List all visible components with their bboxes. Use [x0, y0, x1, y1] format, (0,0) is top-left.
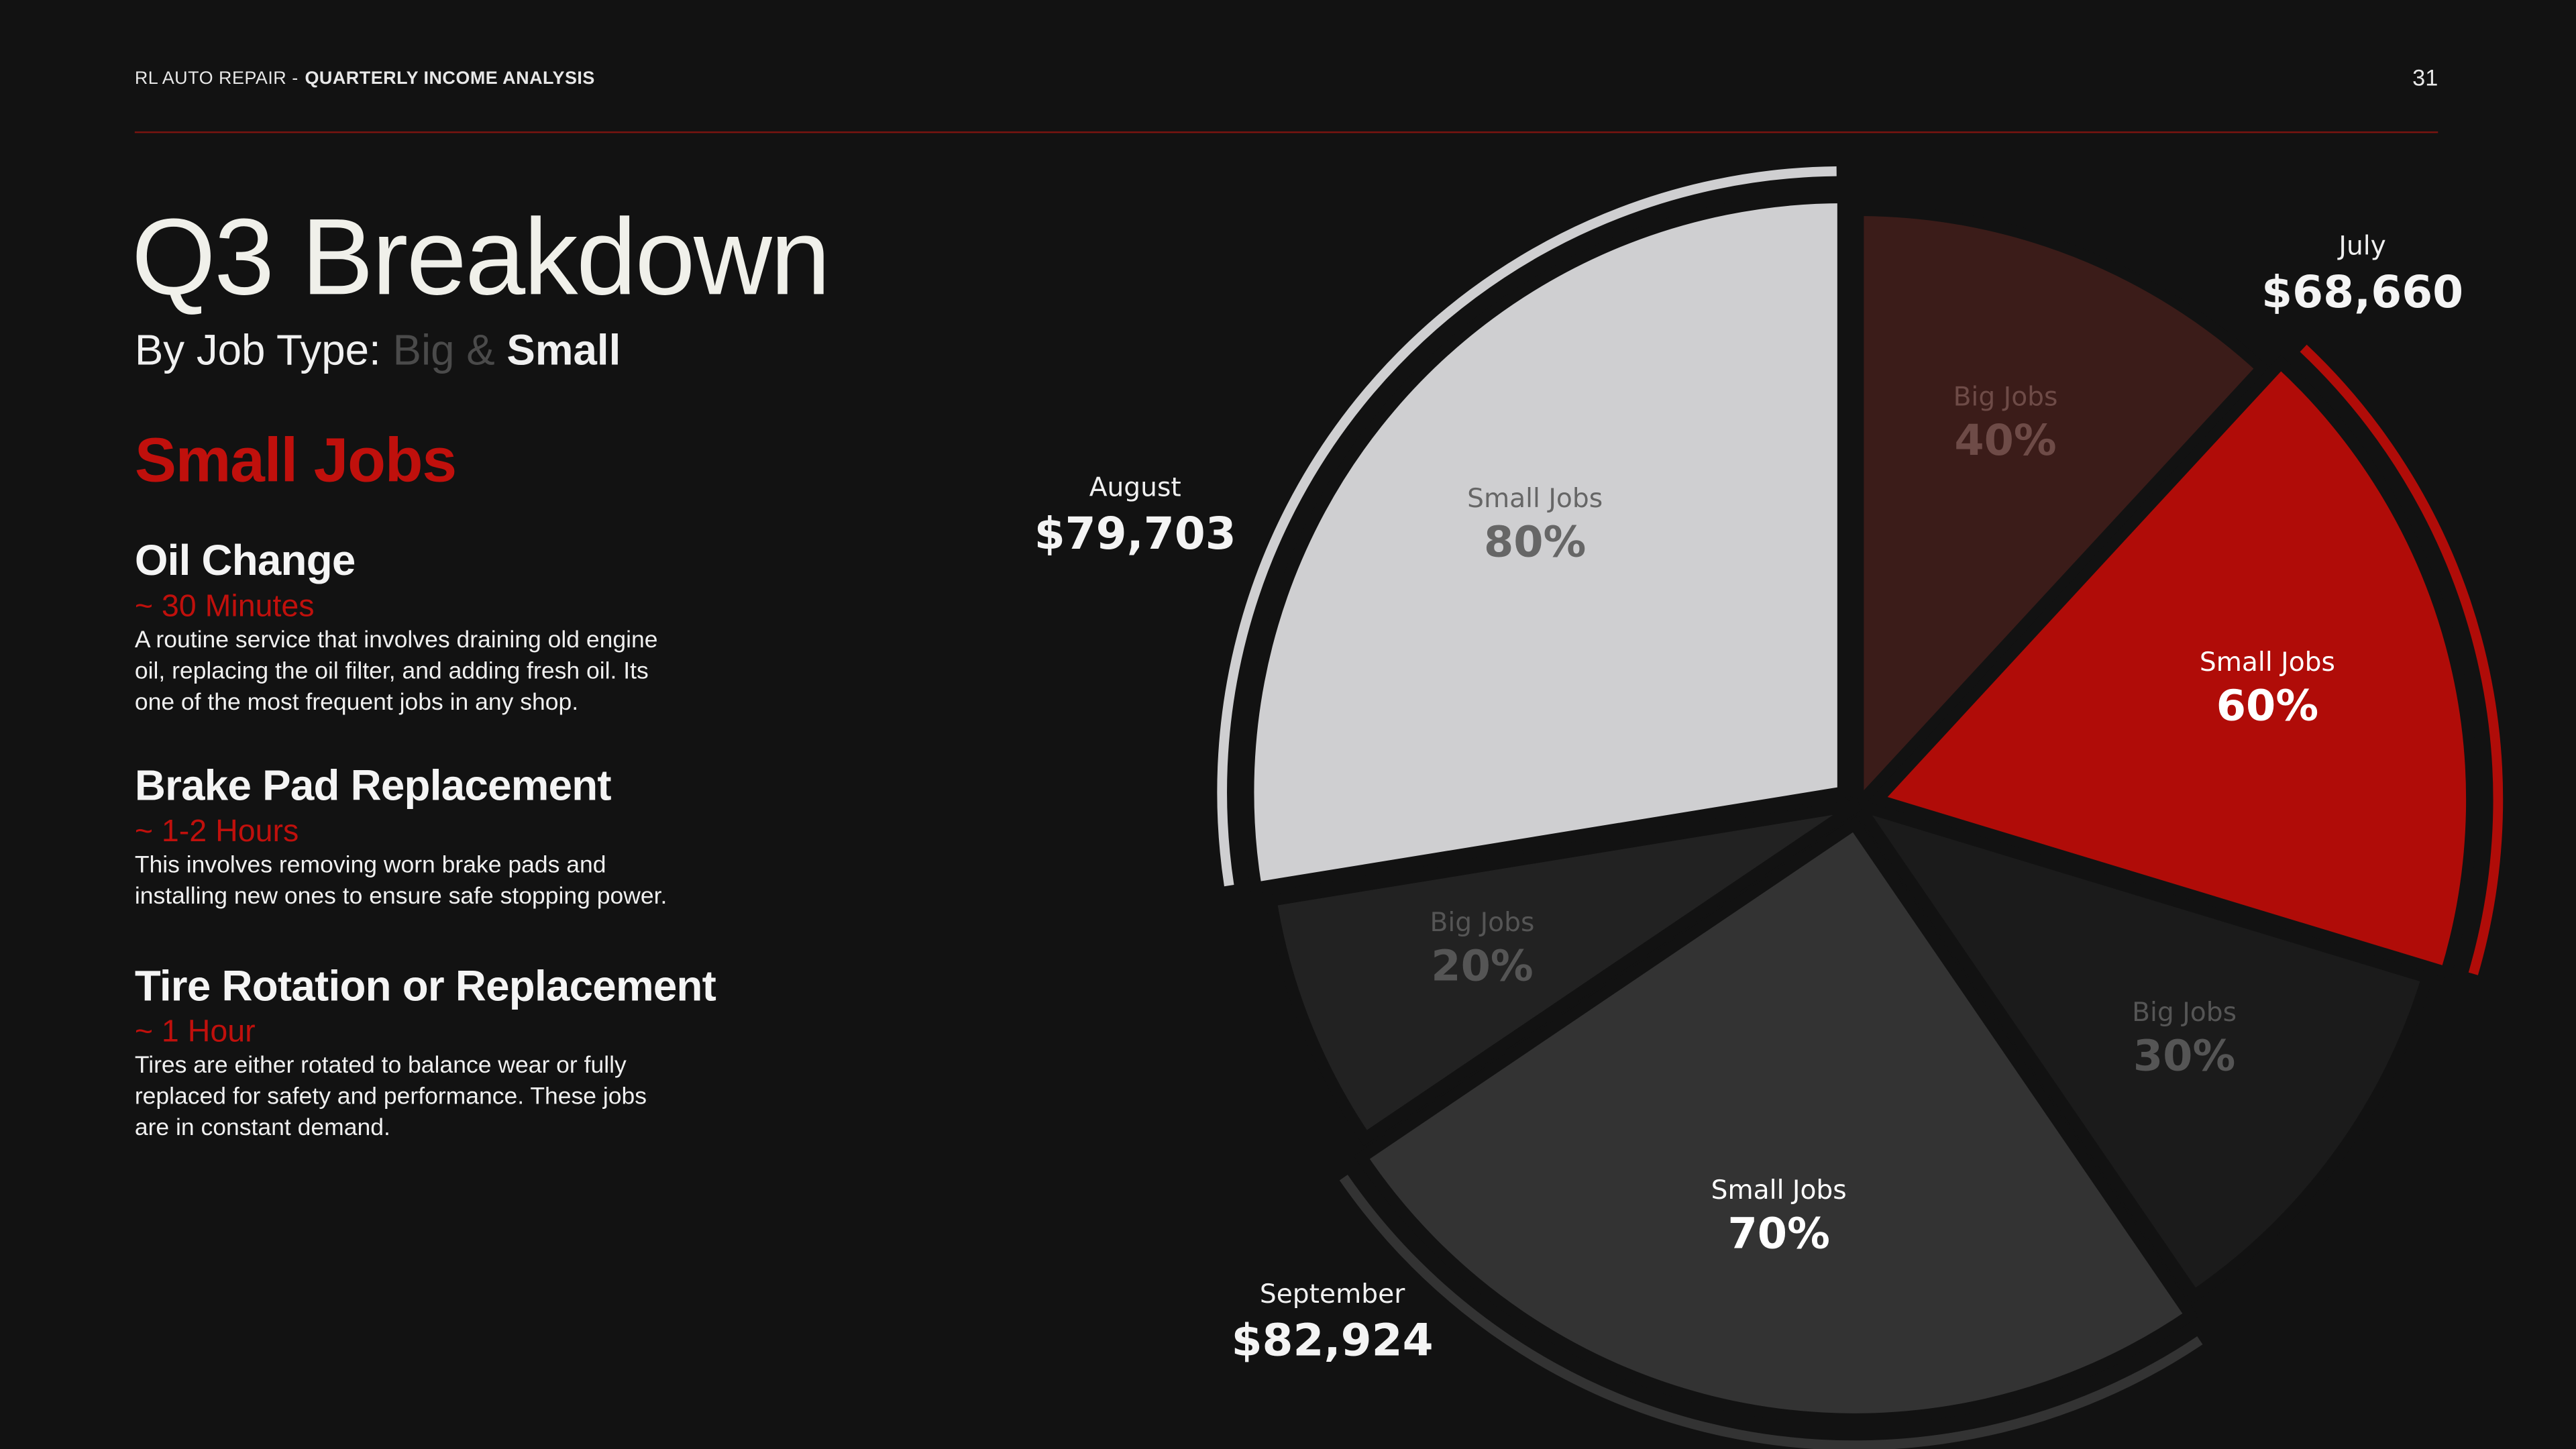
slice-ring	[2300, 344, 2504, 975]
job-name: Brake Pad Replacement	[134, 760, 612, 810]
slice-series-label: Big Jobs	[2132, 998, 2237, 1028]
slice-value-label: 60%	[2216, 682, 2318, 731]
job-name: Oil Change	[134, 535, 356, 585]
page-number: 31	[2412, 64, 2438, 91]
slice-value-label: 30%	[2133, 1031, 2235, 1081]
slice-value-label: 70%	[1728, 1209, 1830, 1258]
slice-value-label: 80%	[1484, 518, 1586, 568]
month-value: $82,924	[1232, 1314, 1434, 1366]
month-label: September	[1260, 1279, 1405, 1309]
month-value: $68,660	[2261, 266, 2463, 318]
brand: RL AUTO REPAIR -	[134, 68, 299, 89]
subtitle-prefix: By Job Type:	[134, 325, 381, 375]
subtitle: By Job Type: Big & Small	[135, 325, 621, 376]
slice-series-label: Small Jobs	[2200, 647, 2335, 678]
job: Oil Change ~ 30 Minutes A routine service …	[135, 535, 759, 719]
month-label: July	[2337, 231, 2385, 262]
pie-slice	[1242, 191, 1849, 895]
subtitle-big: Big	[392, 325, 455, 375]
job: Tire Rotation or Replacement ~ 1 Hour Tire…	[135, 961, 759, 1145]
job-name: Tire Rotation or Replacement	[134, 961, 716, 1011]
section-heading: Small Jobs	[134, 427, 457, 496]
job: Brake Pad Replacement ~ 1-2 Hours This inv…	[135, 761, 759, 914]
title: Q3 Breakdown	[131, 195, 830, 317]
slice-series-label: Big Jobs	[1430, 908, 1535, 938]
header-rule	[134, 131, 2438, 133]
pie-slice	[1353, 816, 2199, 1425]
subtitle-small: Small	[506, 325, 621, 375]
subtitle-amp: &	[466, 325, 495, 375]
job-duration: ~ 1 Hour	[134, 1015, 256, 1050]
slice-value-label: 20%	[1431, 942, 1533, 991]
section-name: QUARTERLY INCOME ANALYSIS	[305, 68, 595, 89]
month-label: August	[1089, 473, 1181, 503]
job-duration: ~ 30 Minutes	[134, 590, 315, 625]
job-description: A routine service that involves draining…	[134, 627, 658, 716]
slice-value-label: 40%	[1954, 416, 2056, 466]
pie-slice	[1866, 355, 2478, 980]
job-description: This involves removing worn brake pads a…	[134, 853, 667, 910]
slice-series-label: Small Jobs	[1711, 1175, 1847, 1205]
slice-series-label: Small Jobs	[1467, 484, 1603, 514]
pie-slice	[1843, 794, 2434, 1304]
job-duration: ~ 1-2 Hours	[134, 814, 299, 850]
header: RL AUTO REPAIR - QUARTERLY INCOME ANALYSI…	[135, 69, 595, 89]
job-description: Tires are either rotated to balance wear…	[134, 1053, 647, 1142]
slice-ring	[1339, 1175, 2203, 1449]
slice-series-label: Big Jobs	[1953, 382, 2058, 412]
slice-ring	[1217, 166, 1837, 887]
pie-slice	[1264, 799, 1862, 1146]
pie-slice	[1852, 204, 2270, 820]
month-value: $79,703	[1034, 508, 1236, 559]
